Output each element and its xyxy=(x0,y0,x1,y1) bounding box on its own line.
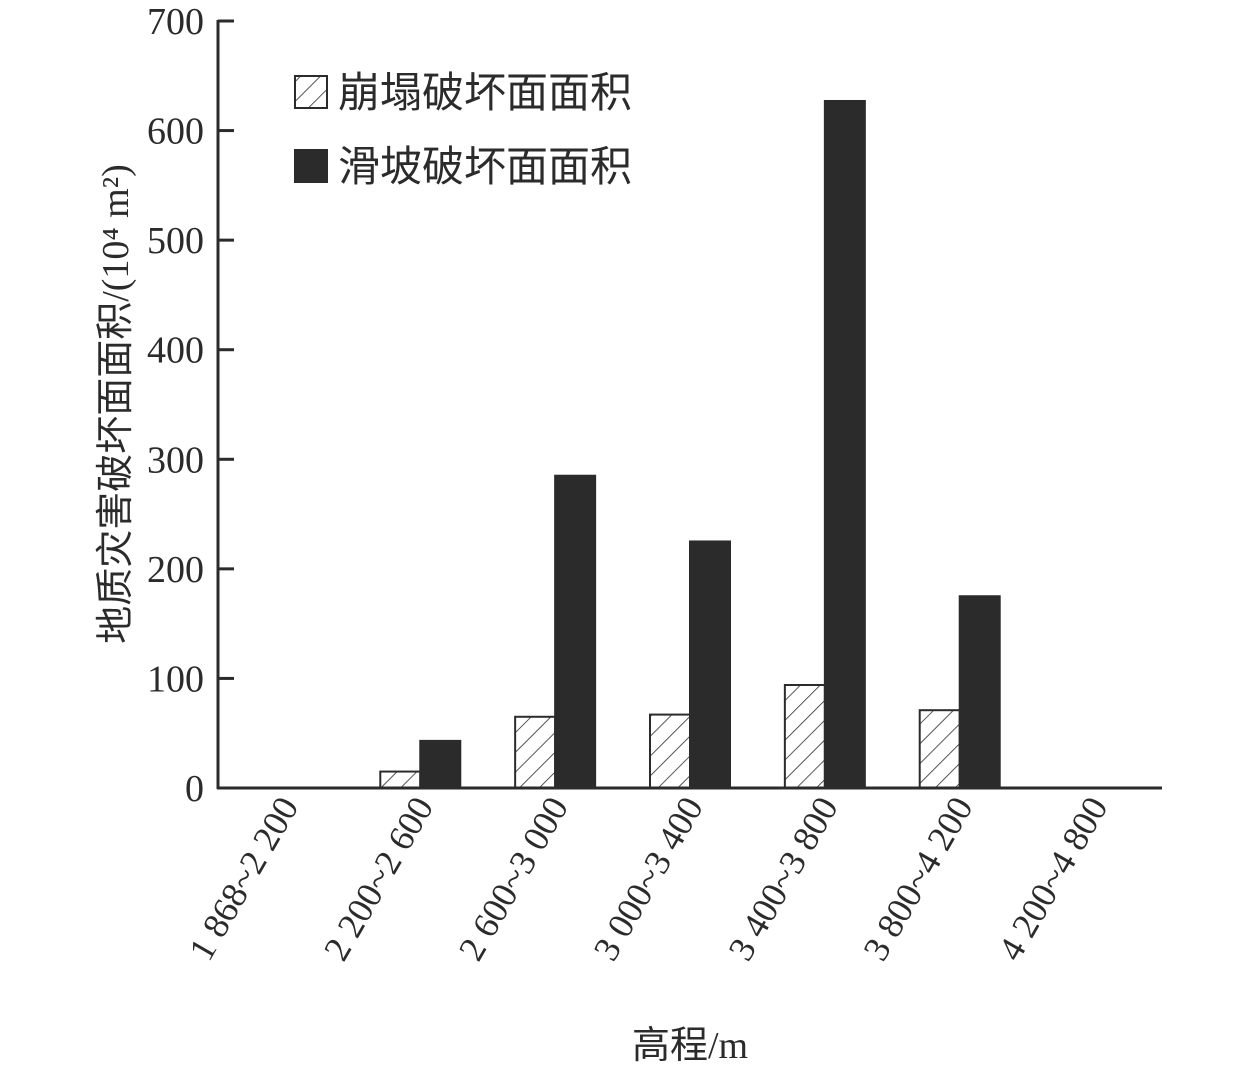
x-tick-label: 3 000~3 400 xyxy=(586,790,711,967)
y-tick-label: 500 xyxy=(147,220,204,262)
legend-swatch-landslide xyxy=(294,149,328,183)
x-tick-label: 3 800~4 200 xyxy=(855,790,980,967)
legend-label-landslide: 滑坡破坏面面积 xyxy=(338,145,632,191)
y-tick-label: 0 xyxy=(185,768,204,810)
bar-collapse-4 xyxy=(783,684,826,790)
bar-collapse-3 xyxy=(649,713,691,790)
y-tick-label: 700 xyxy=(147,1,204,43)
x-axis-ticks: 1 868~2 200 2 200~2 600 2 600~3 000 3 000~3… xyxy=(181,790,1116,967)
y-tick-label: 100 xyxy=(147,658,204,700)
bar-landslide-3 xyxy=(689,540,731,790)
axes xyxy=(216,20,1162,790)
y-tick-label: 200 xyxy=(147,549,204,591)
bar-landslide-4 xyxy=(823,99,866,790)
x-tick-label: 3 400~3 800 xyxy=(720,790,845,967)
x-tick-label: 2 200~2 600 xyxy=(316,790,441,967)
bar-landslide-1 xyxy=(419,739,462,789)
x-tick-label: 2 600~3 000 xyxy=(451,790,576,967)
bar-collapse-2 xyxy=(514,715,557,789)
y-tick-label: 600 xyxy=(147,111,204,153)
legend-label-collapse: 崩塌破坏面面积 xyxy=(338,71,632,117)
y-axis-ticks: 0 100 200 300 400 500 600 700 xyxy=(147,1,234,810)
bar-landslide-2 xyxy=(554,474,597,789)
x-tick-label: 4 200~4 800 xyxy=(990,790,1115,967)
y-tick-label: 400 xyxy=(147,330,204,372)
bar-collapse-5 xyxy=(918,709,961,789)
legend: 崩塌破坏面面积 滑坡破坏面面积 xyxy=(294,71,632,191)
bar-collapse-1 xyxy=(379,770,422,789)
bars-group xyxy=(379,99,1001,790)
y-tick-label: 300 xyxy=(147,439,204,481)
x-tick-label: 1 868~2 200 xyxy=(181,790,306,967)
legend-swatch-collapse xyxy=(294,75,328,109)
x-axis-label: 高程/m xyxy=(632,1025,748,1067)
y-axis-label: 地质灾害破坏面面积/(10⁴ m²) xyxy=(95,164,137,644)
bar-landslide-5 xyxy=(958,595,1001,789)
